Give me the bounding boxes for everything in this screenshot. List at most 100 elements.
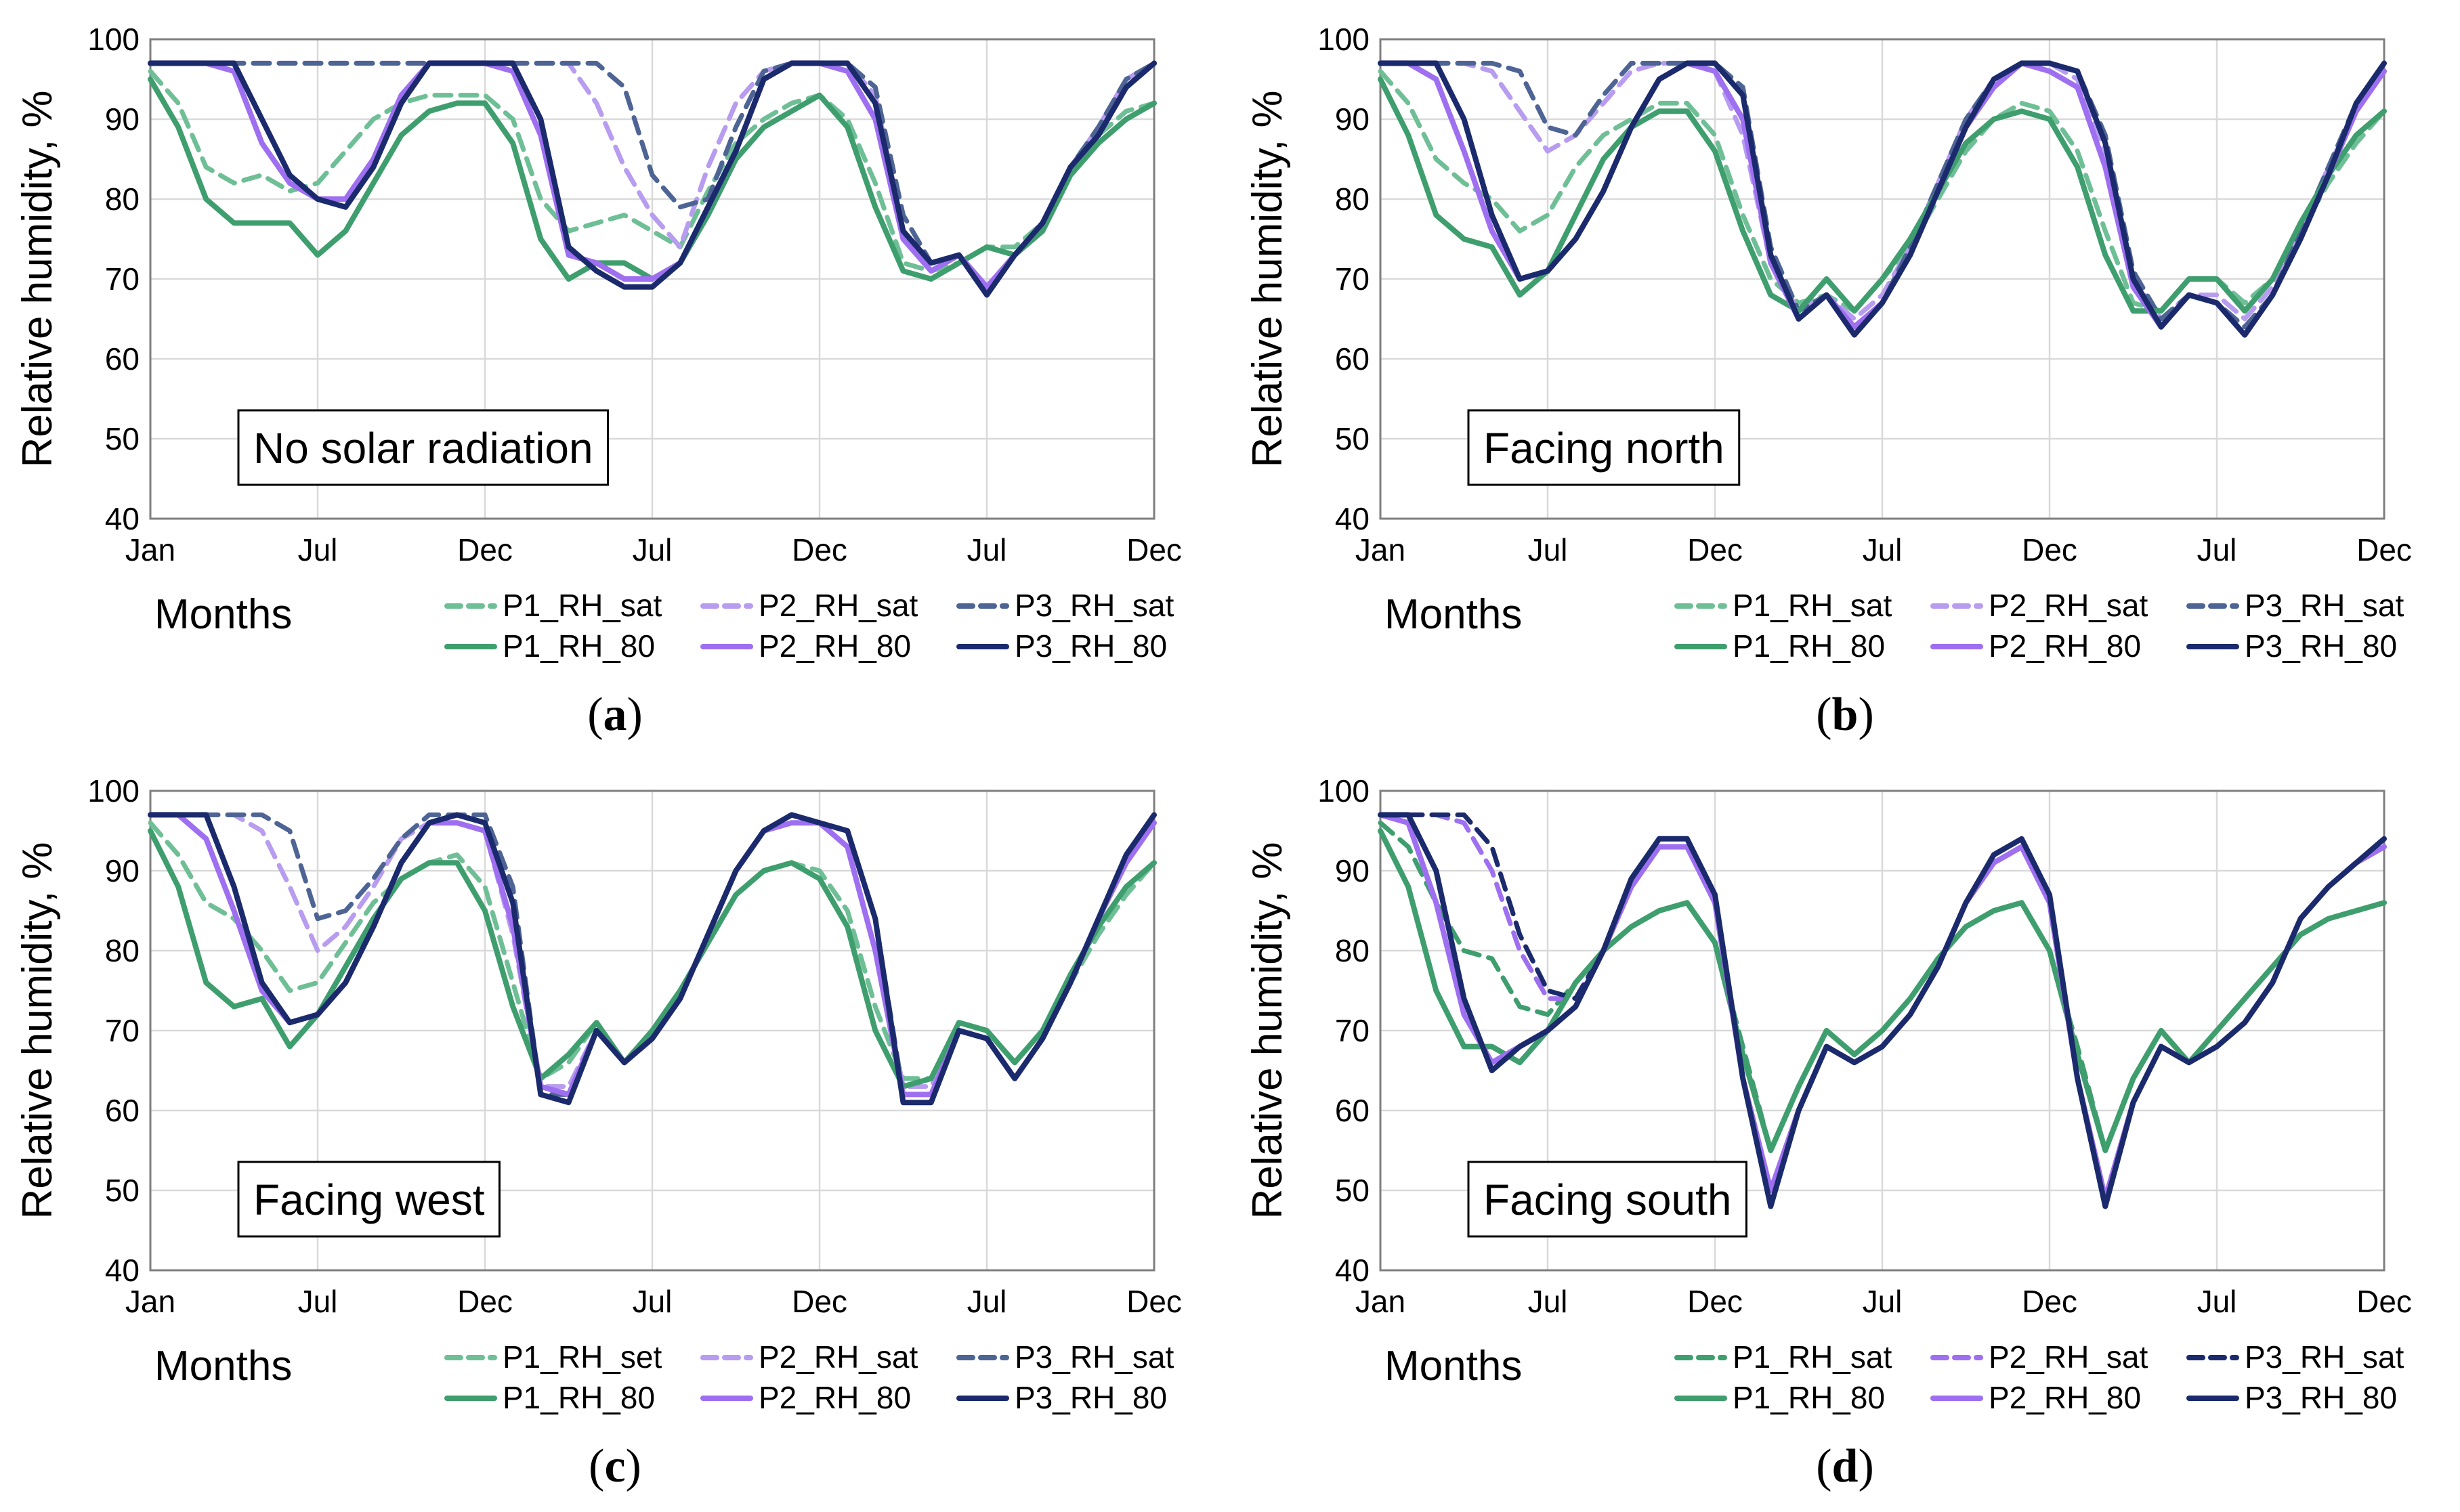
y-tick-label: 100 [1317, 773, 1370, 808]
annotation-box [237, 409, 610, 486]
panel-caption-letter: d [1832, 1440, 1859, 1492]
legend-entry: P1_RH_80 [1733, 628, 1885, 664]
x-tick-label: Dec [792, 1284, 847, 1319]
x-tick-label: Jul [967, 532, 1007, 567]
y-tick-label: 90 [105, 102, 140, 137]
legend-entry: P3_RH_80 [1015, 1380, 1167, 1415]
panel-caption: (c) [589, 1440, 641, 1492]
legend-entry: P1_RH_set [503, 1339, 662, 1375]
legend-entry: P3_RH_sat [1015, 588, 1174, 623]
x-tick-label: Jul [2197, 1284, 2237, 1319]
annotation-text: No solar radiation [253, 424, 593, 473]
y-tick-label: 50 [105, 421, 140, 456]
chart-svg-d: 40 50 60 70 80 90 100 Jan Jul Dec Jul Dec Jul Dec Rela… [1244, 773, 2412, 1492]
annotation-box [1467, 409, 1741, 486]
series-line-p2-rh-sat [1378, 60, 2387, 322]
chart-svg-c: 40 50 60 70 80 90 100 Jan Jul Dec Jul Dec Jul Dec Rela… [14, 773, 1182, 1492]
y-tick-label: 60 [1335, 1093, 1370, 1128]
y-tick-label: 90 [1335, 853, 1370, 888]
legend-entry: P1_RH_80 [503, 1380, 655, 1415]
x-axis-label: Months [1384, 1343, 1522, 1389]
x-tick-label: Dec [792, 532, 847, 567]
y-tick-label: 70 [105, 261, 140, 297]
chart-panel-c: 40 50 60 70 80 90 100 Jan Jul Dec Jul Dec Jul Dec Rela… [0, 752, 1230, 1503]
plot-border-d [1379, 790, 2385, 1272]
x-tick-label: Dec [2022, 1284, 2077, 1319]
legend-entry: P2_RH_80 [759, 1380, 911, 1415]
y-tick-label: 70 [1335, 1013, 1370, 1048]
legend-entry: P2_RH_sat [759, 1339, 918, 1375]
y-tick-label: 80 [105, 933, 140, 968]
x-tick-label: Dec [1126, 532, 1182, 567]
annotation-text: Facing west [253, 1175, 485, 1224]
y-tick-label: 40 [1335, 501, 1370, 536]
legend-entry: P2_RH_80 [1989, 628, 2141, 664]
panel-caption: (b) [1816, 689, 1874, 741]
series-line-p3-rh-80 [148, 812, 1157, 1106]
legend-entry: P1_RH_sat [503, 588, 662, 623]
legend-entry: P2_RH_sat [759, 588, 918, 623]
x-tick-label: Dec [1126, 1284, 1182, 1319]
plot-border-a [149, 38, 1155, 520]
annotation-box [1467, 1161, 1747, 1238]
panel-caption-letter: c [604, 1440, 625, 1492]
y-tick-label: 80 [105, 181, 140, 217]
x-tick-label: Jul [633, 532, 673, 567]
legend-entry: P2_RH_80 [1989, 1380, 2141, 1415]
x-tick-label: Dec [457, 1284, 513, 1319]
x-tick-label: Jan [125, 1284, 175, 1319]
y-tick-label: 100 [87, 22, 140, 57]
annotation-text: Facing north [1483, 424, 1724, 473]
x-tick-label: Dec [1687, 1284, 1743, 1319]
x-tick-label: Dec [2356, 1284, 2412, 1319]
legend-entry: P2_RH_sat [1989, 588, 2148, 623]
legend-entry: P3_RH_sat [1015, 1339, 1174, 1375]
y-tick-label: 40 [105, 501, 140, 536]
legend-entry: P3_RH_sat [2245, 1339, 2404, 1375]
panel-caption: (d) [1816, 1440, 1874, 1492]
legend-entry: P3_RH_80 [1015, 628, 1167, 664]
y-tick-label: 60 [1335, 341, 1370, 376]
x-tick-label: Jul [298, 1284, 338, 1319]
legend-entry: P1_RH_sat [1733, 1339, 1892, 1375]
chart-panel-b: 40 50 60 70 80 90 100 Jan Jul Dec Jul Dec Jul Dec Rela… [1230, 0, 2460, 752]
series-line-p3-rh-80 [1378, 60, 2387, 338]
panel-caption-letter: a [603, 689, 627, 741]
x-tick-label: Jul [298, 532, 338, 567]
x-axis-label: Months [154, 1343, 292, 1389]
y-tick-label: 90 [1335, 102, 1370, 137]
x-tick-label: Dec [457, 532, 513, 567]
x-tick-label: Jul [967, 1284, 1007, 1319]
chart-svg-a: 40 50 60 70 80 90 100 Jan Jul Dec Jul Dec Jul Dec Rela… [14, 22, 1182, 741]
x-axis-label: Months [1384, 591, 1522, 638]
x-tick-label: Dec [2356, 532, 2412, 567]
y-axis-label: Relative humidity, % [1244, 90, 1291, 467]
y-tick-label: 50 [1335, 1173, 1370, 1208]
x-tick-label: Jul [1528, 532, 1568, 567]
x-tick-label: Jul [2197, 532, 2237, 567]
series-line-p3-rh-80 [148, 60, 1157, 298]
legend-entry: P3_RH_80 [2245, 1380, 2397, 1415]
x-tick-label: Dec [1687, 532, 1743, 567]
y-tick-label: 80 [1335, 933, 1370, 968]
plot-border-c [149, 790, 1155, 1272]
annotation-box [237, 1161, 501, 1238]
y-tick-label: 70 [1335, 261, 1370, 297]
x-tick-label: Jan [1355, 532, 1405, 567]
x-tick-label: Jul [1863, 532, 1903, 567]
y-tick-label: 40 [105, 1253, 140, 1288]
x-tick-label: Dec [2022, 532, 2077, 567]
y-tick-label: 80 [1335, 181, 1370, 217]
y-tick-label: 40 [1335, 1253, 1370, 1288]
legend-entry: P3_RH_sat [2245, 588, 2404, 623]
y-tick-label: 60 [105, 1093, 140, 1128]
y-tick-label: 90 [105, 853, 140, 888]
chart-panel-d: 40 50 60 70 80 90 100 Jan Jul Dec Jul Dec Jul Dec Rela… [1230, 752, 2460, 1503]
y-tick-label: 50 [1335, 421, 1370, 456]
legend-entry: P3_RH_80 [2245, 628, 2397, 664]
x-tick-label: Jul [633, 1284, 673, 1319]
y-tick-label: 50 [105, 1173, 140, 1208]
y-tick-label: 60 [105, 341, 140, 376]
legend-entry: P2_RH_80 [759, 628, 911, 664]
y-axis-label: Relative humidity, % [14, 90, 61, 467]
